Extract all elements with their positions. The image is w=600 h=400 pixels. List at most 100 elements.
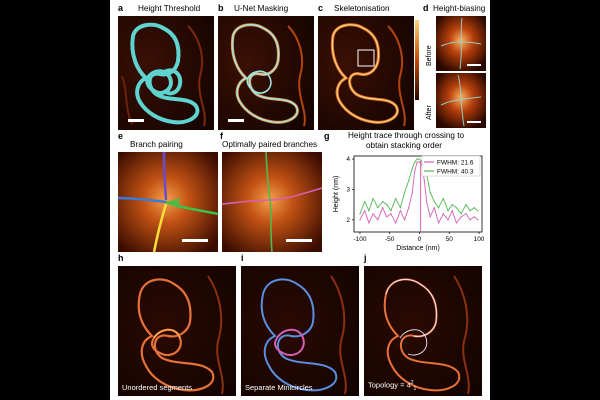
- panel-d-before-image: [436, 16, 486, 71]
- x-tick-label: 100: [474, 236, 485, 243]
- data-point: [408, 179, 410, 181]
- data-point: [364, 210, 366, 212]
- branch-purple: [162, 152, 168, 201]
- data-point: [433, 207, 435, 209]
- data-point: [437, 207, 440, 209]
- data-point: [386, 204, 388, 206]
- data-point: [414, 161, 416, 163]
- branch-blue: [118, 196, 167, 204]
- data-point: [447, 210, 449, 212]
- panel-h-label: h: [118, 253, 124, 263]
- panel-d-title: Height-biasing: [433, 4, 486, 13]
- panel-g-title-line1: Height trace through crossing to: [348, 131, 465, 140]
- y-tick-label: 2: [346, 217, 350, 224]
- scale-bar: [286, 239, 312, 242]
- legend-entry: FWHM: 40.3: [437, 169, 474, 176]
- data-point: [477, 219, 479, 221]
- data-point: [377, 207, 379, 209]
- after-label: After: [426, 105, 433, 120]
- scale-bar: [182, 239, 208, 242]
- data-point: [386, 216, 388, 218]
- panel-j-caption: Topology = 421: [368, 380, 416, 392]
- data-point: [429, 191, 431, 194]
- topology-trace: [385, 278, 437, 356]
- data-point: [426, 201, 428, 203]
- skeleton-trace: [331, 24, 398, 123]
- data-point: [455, 222, 457, 224]
- x-axis-label: Distance (nm): [396, 245, 440, 252]
- data-point: [465, 213, 467, 215]
- data-point: [447, 219, 449, 221]
- data-point: [423, 179, 425, 181]
- data-point: [381, 201, 384, 203]
- data-point: [411, 167, 413, 169]
- panel-a-title: Height Threshold: [138, 4, 201, 13]
- data-point: [416, 161, 418, 163]
- panel-e-title: Branch pairing: [130, 140, 183, 149]
- scale-bar: [128, 119, 144, 122]
- data-point: [418, 161, 421, 163]
- data-point: [368, 222, 370, 224]
- threshold-mask-outline: [130, 22, 200, 125]
- data-point: [465, 204, 467, 206]
- data-point: [414, 170, 416, 172]
- data-point: [404, 219, 406, 221]
- data-point: [359, 219, 361, 221]
- height-colorbar: [415, 20, 419, 100]
- panel-d-label: d: [423, 3, 429, 13]
- data-point: [437, 222, 440, 224]
- data-point: [395, 197, 397, 200]
- data-point: [451, 210, 453, 212]
- plot-frame: [353, 155, 483, 233]
- panel-a-label: a: [118, 3, 124, 13]
- data-point: [404, 191, 406, 194]
- topology-sup: 2: [410, 380, 414, 386]
- data-point: [460, 216, 462, 218]
- data-point: [364, 201, 366, 203]
- panel-e-image: [118, 152, 218, 252]
- data-point: [408, 207, 410, 209]
- data-point: [390, 213, 392, 215]
- paired-branch-green: [265, 152, 273, 252]
- data-point: [477, 210, 479, 212]
- data-point: [411, 191, 413, 194]
- branch-yellow: [152, 203, 168, 252]
- y-tick-label: 4: [346, 156, 350, 163]
- scale-bar: [228, 119, 244, 122]
- before-label: Before: [426, 45, 433, 66]
- panel-b-title: U-Net Masking: [234, 4, 289, 13]
- panel-j-image: Topology = 421: [364, 266, 482, 396]
- data-point: [368, 210, 370, 212]
- data-point: [359, 213, 361, 215]
- data-point: [372, 213, 374, 215]
- panel-f-label: f: [220, 131, 223, 141]
- panel-j-label: j: [364, 253, 367, 263]
- data-point: [399, 207, 402, 209]
- figure: a Height Threshold b U-Net Masking: [110, 0, 490, 400]
- zoom-region-box: [357, 49, 375, 67]
- panel-i-caption: Separate Minicircles: [245, 383, 313, 392]
- legend-entry: FWHM: 21.6: [437, 160, 474, 167]
- panel-e-label: e: [118, 131, 124, 141]
- panel-b-image: [218, 16, 314, 130]
- panel-b-label: b: [218, 3, 224, 13]
- scale-bar: [467, 121, 481, 123]
- data-point: [399, 210, 402, 212]
- panel-c-title: Skeletonisation: [334, 4, 390, 13]
- panel-f-title: Optimally paired branches: [222, 140, 318, 149]
- data-point: [473, 216, 475, 218]
- x-tick-label: -100: [353, 236, 366, 243]
- minicircle-pink: [274, 328, 305, 356]
- data-point: [416, 158, 418, 160]
- data-point: [469, 219, 471, 221]
- data-point: [377, 219, 379, 221]
- data-point: [469, 210, 471, 212]
- legend-box: [421, 155, 481, 177]
- minicircle-blue: [260, 278, 338, 392]
- x-tick-label: -50: [385, 236, 395, 243]
- data-point: [473, 207, 475, 209]
- unet-mask-outline: [231, 23, 299, 124]
- topology-text: Topology = 4: [368, 380, 411, 390]
- data-point: [433, 201, 435, 203]
- scale-bar: [467, 64, 481, 66]
